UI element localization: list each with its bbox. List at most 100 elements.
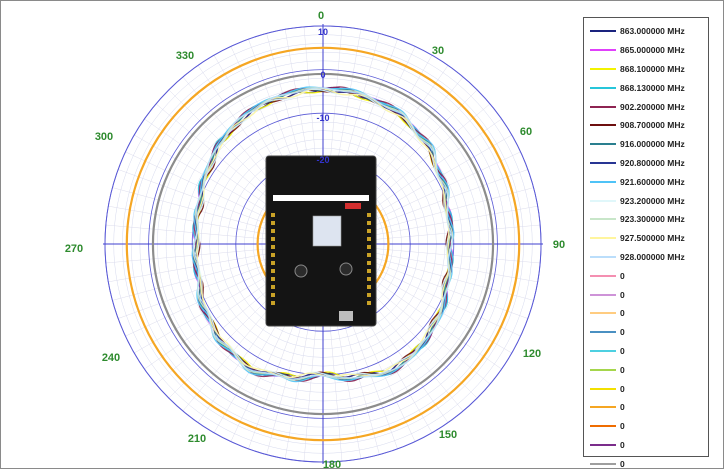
legend-swatch <box>590 349 616 352</box>
angle-tick-label: 300 <box>95 131 113 143</box>
legend-label: 0 <box>620 364 625 375</box>
reference-ring <box>125 46 521 442</box>
legend-swatch <box>590 218 616 221</box>
legend-item: 868.100000 MHz <box>590 60 708 79</box>
legend-item: 928.000000 MHz <box>590 248 708 267</box>
angle-tick-label: 0 <box>318 10 324 22</box>
legend-label: 868.100000 MHz <box>620 63 685 74</box>
legend-swatch <box>590 199 616 202</box>
legend-swatch <box>590 387 616 390</box>
board-module <box>312 215 342 247</box>
legend-item: 0 <box>590 398 708 417</box>
radial-tick-label: -10 <box>316 113 329 123</box>
legend-label: 923.300000 MHz <box>620 214 685 225</box>
legend-swatch <box>590 49 616 52</box>
legend-item: 0 <box>590 417 708 436</box>
legend-label: 0 <box>620 270 625 281</box>
legend-label: 0 <box>620 289 625 300</box>
legend-swatch <box>590 67 616 70</box>
board-pin <box>271 261 275 265</box>
angle-tick-label: 240 <box>102 352 120 364</box>
legend-swatch <box>590 237 616 240</box>
legend-item: 0 <box>590 436 708 455</box>
angle-tick-label: 270 <box>65 243 83 255</box>
board-pin <box>271 269 275 273</box>
legend-item: 902.200000 MHz <box>590 97 708 116</box>
legend-label: 863.000000 MHz <box>620 26 685 37</box>
legend-item: 865.000000 MHz <box>590 41 708 60</box>
series-line <box>192 87 454 380</box>
legend-item: 920.800000 MHz <box>590 154 708 173</box>
legend-label: 0 <box>620 458 625 469</box>
legend-label: 902.200000 MHz <box>620 101 685 112</box>
board-pin <box>367 301 371 305</box>
board-pin <box>271 237 275 241</box>
legend-label: 928.000000 MHz <box>620 251 685 262</box>
legend-swatch <box>590 105 616 108</box>
legend: 863.000000 MHz 865.000000 MHz 868.100000 M… <box>583 17 709 469</box>
legend-swatch <box>590 406 616 409</box>
angle-tick-label: 120 <box>523 348 541 360</box>
angle-tick-label: 90 <box>553 239 565 251</box>
board-pin <box>271 221 275 225</box>
board-pin <box>367 237 371 241</box>
board-pin <box>367 245 371 249</box>
angle-tick-label: 30 <box>432 45 444 57</box>
board-pin <box>271 301 275 305</box>
radial-tick-label: 0 <box>320 70 325 80</box>
board-button-left <box>294 264 308 278</box>
angle-tick-label: 210 <box>188 433 206 445</box>
legend-item: 0 <box>590 342 708 361</box>
angle-tick-labels: 0 30 60 90 120 150 180 210 240 270 300 3… <box>65 10 565 470</box>
radial-tick-label: -20 <box>316 155 329 165</box>
legend-swatch <box>590 124 616 127</box>
legend-item: 0 <box>590 304 708 323</box>
legend-label: 908.700000 MHz <box>620 120 685 131</box>
board-pin <box>367 277 371 281</box>
legend-item: 868.130000 MHz <box>590 78 708 97</box>
board-pin <box>271 245 275 249</box>
legend-label: 0 <box>620 421 625 432</box>
legend-swatch <box>590 180 616 183</box>
legend-label: 921.600000 MHz <box>620 176 685 187</box>
dev-board-icon <box>265 155 377 327</box>
board-pin <box>271 229 275 233</box>
board-led <box>345 203 361 209</box>
angle-tick-label: 60 <box>520 126 532 138</box>
radial-tick-label: 10 <box>318 27 328 37</box>
legend-item: 908.700000 MHz <box>590 116 708 135</box>
board-pin <box>271 253 275 257</box>
board-button-right <box>339 262 353 276</box>
board-pin <box>271 293 275 297</box>
legend-item: 0 <box>590 323 708 342</box>
legend-label: 927.500000 MHz <box>620 233 685 244</box>
legend-label: 0 <box>620 383 625 394</box>
legend-item: 921.600000 MHz <box>590 172 708 191</box>
board-pins <box>271 213 371 305</box>
angle-tick-label: 180 <box>323 459 341 470</box>
board-pin <box>367 221 371 225</box>
legend-label: 0 <box>620 308 625 319</box>
legend-label: 0 <box>620 327 625 338</box>
legend-swatch <box>590 368 616 371</box>
legend-swatch <box>590 443 616 446</box>
board-pin <box>367 285 371 289</box>
legend-swatch <box>590 331 616 334</box>
board-pin <box>271 213 275 217</box>
board-pin <box>271 285 275 289</box>
legend-swatch <box>590 312 616 315</box>
legend-swatch <box>590 255 616 258</box>
legend-swatch <box>590 274 616 277</box>
board-usb-port <box>339 311 353 321</box>
angle-tick-label: 150 <box>439 429 457 441</box>
reference-ring <box>151 72 495 416</box>
board-pin <box>367 229 371 233</box>
board-pin <box>367 253 371 257</box>
legend-item: 0 <box>590 379 708 398</box>
legend-item: 863.000000 MHz <box>590 22 708 41</box>
legend-label: 0 <box>620 402 625 413</box>
legend-label: 920.800000 MHz <box>620 157 685 168</box>
board-pin <box>367 213 371 217</box>
angle-tick-label: 330 <box>176 50 194 62</box>
